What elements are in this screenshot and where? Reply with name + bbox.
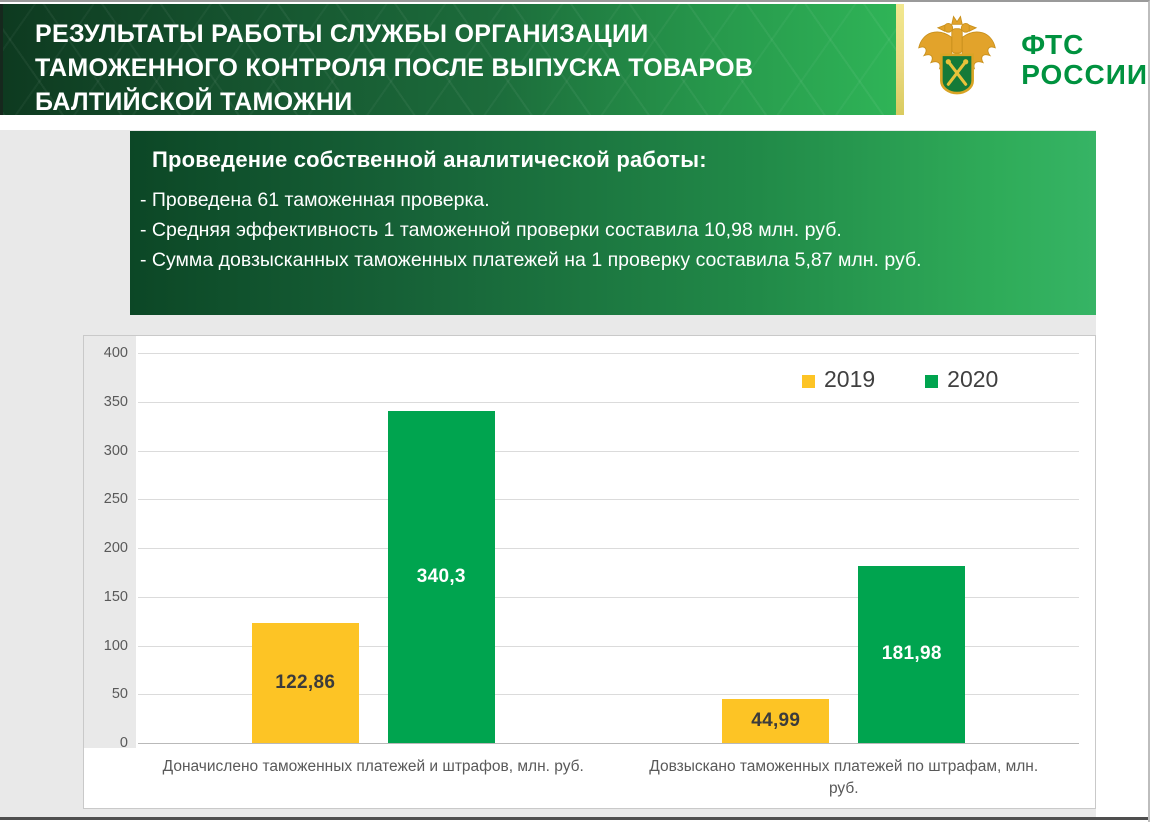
page-title-line: БАЛТИЙСКОЙ ТАМОЖНИ: [35, 88, 353, 116]
gridline: [138, 353, 1079, 354]
gridline: [138, 694, 1079, 696]
info-box-bullets: - Проведена 61 таможенная проверка. - Сре…: [130, 173, 1096, 275]
gridline: [138, 450, 1079, 452]
x-category-label: Довзыскано таможенных платежей по штрафа…: [609, 756, 1080, 800]
header-title-band: РЕЗУЛЬТАТЫ РАБОТЫ СЛУЖБЫ ОРГАНИЗАЦИИ ТАМО…: [0, 4, 897, 116]
analytics-info-box: Проведение собственной аналитической раб…: [130, 131, 1096, 315]
y-tick-label: 350: [103, 393, 128, 410]
fts-wordmark: ФТС РОССИИ: [1021, 28, 1148, 90]
legend-label: 2019: [824, 366, 876, 392]
fts-wordmark-line2: РОССИИ: [1021, 58, 1148, 90]
gridline: [138, 401, 1079, 403]
info-bullet: - Проведена 61 таможенная проверка.: [140, 189, 490, 211]
bar-2019: 122,86: [251, 623, 359, 743]
y-tick-label: 400: [103, 345, 128, 361]
bar-value-label: 122,86: [275, 672, 336, 694]
info-bullet: - Сумма довзысканных таможенных платежей…: [140, 249, 922, 271]
fts-wordmark-line1: ФТС: [1021, 28, 1085, 60]
info-box-heading: Проведение собственной аналитической раб…: [152, 147, 707, 172]
fts-emblem-icon: [918, 14, 996, 94]
legend-item: 2020: [925, 366, 998, 393]
legend-swatch-2020: [925, 375, 939, 388]
y-tick-label: 200: [103, 540, 128, 556]
legend-label: 2020: [947, 366, 999, 392]
bar-value-label: 44,99: [751, 710, 801, 732]
x-category-label-line: Доначислено таможенных платежей и штрафо…: [162, 758, 584, 775]
gridline: [138, 596, 1079, 598]
y-tick-label: 300: [103, 442, 128, 459]
bar-2020: 340,3: [387, 411, 495, 743]
y-axis: 0 50 100 150 200 250 300 350 400: [84, 345, 128, 751]
legend-swatch-2019: [802, 375, 815, 388]
x-category-label-line: руб.: [828, 780, 859, 797]
fts-logo: ФТС РОССИИ: [904, 4, 1148, 115]
x-category-label: Доначислено таможенных платежей и штрафо…: [138, 756, 609, 800]
y-axis-background: [84, 336, 136, 748]
info-bullet: - Средняя эффективность 1 таможенной про…: [140, 219, 842, 241]
x-category-label-line: Довзыскано таможенных платежей по штрафа…: [649, 758, 1039, 775]
gridline: [138, 499, 1079, 501]
page-title-line: РЕЗУЛЬТАТЫ РАБОТЫ СЛУЖБЫ ОРГАНИЗАЦИИ: [35, 20, 649, 48]
bar-chart: 122,86 44,99 340,3 181,98 0 50 100 150 200 250 30…: [83, 335, 1096, 809]
bar-value-label: 340,3: [416, 566, 466, 588]
bar-value-label: 181,98: [881, 643, 942, 665]
header-accent-stripe: [896, 4, 905, 115]
plot-area: 122,86 44,99 340,3 181,98: [138, 353, 1079, 744]
y-tick-label: 0: [119, 735, 128, 751]
slide-bottom-border: [0, 817, 1148, 820]
gridline: [138, 645, 1079, 647]
content-panel: Проведение собственной аналитической раб…: [0, 130, 1096, 817]
chart-legend: 2019 2020: [802, 366, 998, 393]
gridline: [138, 548, 1079, 549]
x-axis-categories: Доначислено таможенных платежей и штрафо…: [138, 756, 1079, 800]
bar-2019: 44,99: [722, 699, 830, 743]
slide-header: РЕЗУЛЬТАТЫ РАБОТЫ СЛУЖБЫ ОРГАНИЗАЦИИ ТАМО…: [0, 4, 1148, 116]
y-tick-label: 50: [111, 686, 128, 703]
page-title-line: ТАМОЖЕННОГО КОНТРОЛЯ ПОСЛЕ ВЫПУСКА ТОВАР…: [35, 54, 754, 82]
page-title: РЕЗУЛЬТАТЫ РАБОТЫ СЛУЖБЫ ОРГАНИЗАЦИИ ТАМО…: [3, 4, 896, 119]
y-tick-label: 150: [103, 588, 128, 605]
bar-2020: 181,98: [858, 565, 966, 743]
legend-item: 2019: [802, 366, 875, 393]
y-tick-label: 250: [103, 491, 128, 508]
y-tick-label: 100: [103, 637, 128, 654]
